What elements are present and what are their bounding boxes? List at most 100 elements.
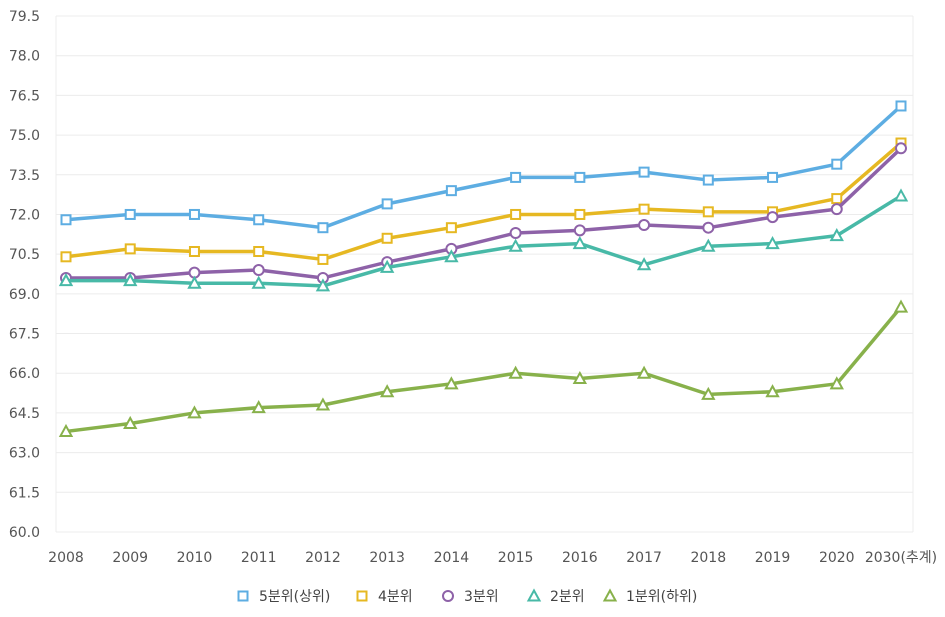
x-tick-label: 2009: [112, 550, 148, 566]
series-line: [64, 141, 903, 262]
x-tick-label: 2016: [562, 550, 598, 566]
data-point: [572, 370, 588, 385]
data-point: [315, 278, 331, 292]
data-point: [444, 249, 459, 263]
data-point: [445, 222, 457, 234]
legend-item: 2분위: [526, 588, 585, 605]
data-point: [251, 275, 266, 289]
data-point: [895, 100, 907, 112]
y-tick-label: 61.5: [9, 485, 40, 501]
data-point: [123, 415, 138, 430]
y-tick-label: 69.0: [9, 287, 40, 303]
legend-marker: [237, 590, 249, 602]
y-tick-label: 60.0: [9, 525, 40, 541]
series-line: [64, 305, 903, 434]
data-point: [315, 397, 331, 411]
legend-label: 3분위: [464, 589, 499, 605]
legend-marker: [526, 588, 542, 602]
x-tick-label: 2018: [690, 550, 726, 566]
x-tick-label: 2019: [755, 550, 791, 566]
data-point: [510, 208, 522, 220]
data-point: [893, 299, 909, 313]
y-tick-label: 70.5: [9, 247, 40, 263]
data-point: [444, 376, 459, 390]
data-point: [636, 365, 652, 379]
data-point: [767, 171, 779, 183]
data-point: [766, 211, 779, 224]
data-point: [638, 219, 651, 232]
legend-marker: [442, 590, 454, 602]
y-tick-label: 73.5: [9, 168, 40, 184]
x-tick-label: 2012: [305, 550, 341, 566]
x-tick-label: 2013: [369, 550, 405, 566]
data-point: [765, 235, 780, 250]
data-point: [574, 171, 586, 183]
data-point: [379, 259, 395, 273]
data-point: [187, 405, 202, 419]
data-point: [123, 273, 138, 287]
data-point: [701, 386, 716, 400]
legend-label: 5분위(상위): [259, 589, 330, 605]
data-point: [574, 208, 586, 220]
y-tick-label: 64.5: [9, 406, 40, 422]
data-point: [638, 203, 650, 215]
data-point: [701, 238, 716, 252]
data-point: [702, 174, 714, 186]
data-point: [252, 264, 265, 277]
legend-label: 1분위(하위): [626, 589, 697, 605]
data-point: [58, 423, 74, 437]
data-point: [381, 198, 393, 210]
data-point: [829, 228, 844, 242]
data-point: [508, 238, 523, 252]
y-tick-label: 78.0: [9, 49, 40, 65]
series-lines: [58, 100, 909, 437]
legend-item: 1분위(하위): [602, 588, 697, 605]
x-tick-label: 2010: [177, 550, 213, 566]
data-point: [508, 365, 523, 379]
data-point: [765, 384, 780, 398]
y-tick-label: 66.0: [9, 366, 40, 382]
data-point: [379, 384, 395, 398]
data-point: [509, 226, 522, 239]
y-tick-label: 67.5: [9, 327, 40, 343]
data-point: [831, 158, 843, 170]
data-point: [636, 257, 652, 271]
series-line: [64, 194, 903, 288]
series-line: [64, 146, 903, 280]
data-point: [702, 206, 714, 218]
data-point: [124, 243, 136, 255]
legend-item: 3분위: [442, 589, 499, 605]
data-point: [830, 203, 843, 216]
data-point: [60, 251, 72, 263]
y-tick-label: 76.5: [9, 88, 40, 104]
data-point: [317, 253, 329, 265]
series-2: [60, 137, 907, 265]
legend-marker: [356, 590, 368, 602]
data-point: [445, 185, 457, 197]
legend-item: 5분위(상위): [237, 589, 330, 605]
x-axis-tick-labels: 2008 2009 2010 2011 2012 2013 2014 2015 2016 2017…: [48, 550, 937, 566]
data-point: [895, 142, 907, 155]
x-tick-label: 2020: [819, 550, 855, 566]
x-tick-label: 2030(추계): [865, 550, 937, 566]
data-point: [572, 235, 588, 250]
legend-item: 4분위: [356, 589, 413, 605]
data-point: [60, 214, 72, 226]
data-point: [124, 208, 136, 220]
data-point: [702, 221, 715, 234]
data-point: [893, 188, 909, 202]
data-point: [829, 376, 844, 390]
data-point: [187, 275, 202, 289]
y-axis-tick-labels: 60.0 61.5 63.0 64.5 66.0 67.5 69.0 70.5 72.0 73.5…: [9, 9, 40, 541]
y-tick-label: 72.0: [9, 207, 40, 223]
x-tick-label: 2015: [498, 550, 534, 566]
data-point: [510, 171, 522, 183]
data-point: [253, 214, 265, 226]
data-point: [573, 224, 586, 237]
x-tick-label: 2008: [48, 550, 84, 566]
series-line: [64, 104, 903, 230]
x-tick-label: 2011: [241, 550, 277, 566]
data-point: [188, 208, 200, 220]
